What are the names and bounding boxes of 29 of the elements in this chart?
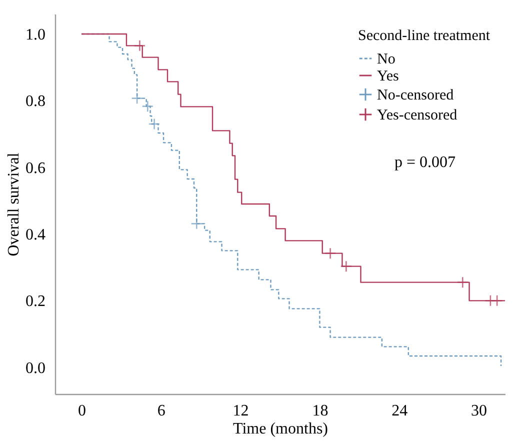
legend-title: Second-line treatment — [358, 28, 491, 44]
x-tick-label: 30 — [471, 402, 488, 420]
point — [142, 100, 154, 112]
x-tick-label: 6 — [157, 402, 166, 420]
legend-label: Yes — [377, 68, 399, 84]
y-axis-title: Overall survival — [6, 152, 22, 256]
legend-label: No-censored — [377, 88, 454, 104]
y-tick-label: 0.2 — [26, 293, 46, 310]
point — [456, 276, 469, 288]
x-axis-title: Time (months) — [233, 420, 328, 438]
x-tick-label: 18 — [312, 402, 328, 420]
point — [190, 218, 203, 230]
y-tick-label: 0.8 — [26, 93, 46, 110]
point — [340, 260, 352, 272]
y-tick-label: 1.0 — [26, 26, 46, 44]
y-tick-label: 0.6 — [26, 160, 46, 177]
annotation: p = 0.007 — [394, 154, 456, 171]
point — [134, 40, 146, 52]
x-tick-label: 12 — [232, 402, 249, 420]
y-tick-label: 0.0 — [26, 360, 46, 377]
x-tick-label: 24 — [392, 402, 408, 420]
point — [131, 92, 143, 104]
x-tick-label: 0 — [78, 402, 86, 420]
point — [148, 118, 160, 130]
point — [324, 247, 336, 260]
y-tick-label: 0.4 — [26, 226, 46, 244]
legend-label: Yes-censored — [377, 108, 458, 124]
point — [491, 294, 503, 307]
legend-label: No — [377, 52, 396, 68]
